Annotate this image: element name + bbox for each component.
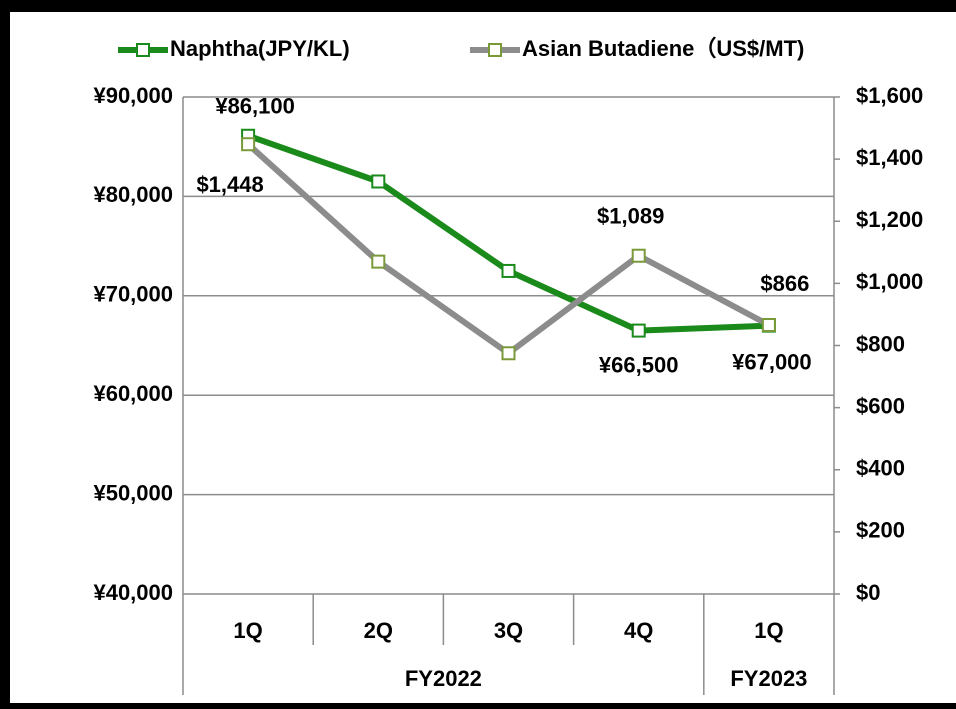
legend-marker [488,43,502,57]
point-marker [631,248,646,263]
y2-tick-label: $400 [856,456,905,481]
point-marker [501,263,516,278]
y-tick-label: ¥90,000 [93,83,173,108]
y2-tick-label: $600 [856,393,905,418]
y2-tick-label: $0 [856,580,880,605]
point-marker [761,317,776,332]
y-tick-label: ¥40,000 [93,580,173,605]
data-label: ¥86,100 [215,94,295,119]
legend-marker [136,43,150,57]
x-tick-label: 1Q [754,618,783,643]
data-label: ¥66,500 [599,352,679,377]
data-label: ¥67,000 [732,349,812,374]
point-marker [631,323,646,338]
y2-tick-label: $800 [856,331,905,356]
legend-label: Asian Butadiene（US$/MT) [522,36,804,61]
point-marker [501,346,516,361]
data-label: $1,089 [597,204,664,229]
legend-label: Naphtha(JPY/KL) [170,36,350,61]
x-group-label: FY2023 [730,666,807,691]
background [10,12,956,703]
point-marker [371,174,386,189]
point-marker [241,137,256,152]
y2-tick-label: $1,000 [856,269,923,294]
data-label: $866 [760,271,809,296]
y2-tick-label: $1,200 [856,207,923,232]
x-tick-label: 2Q [364,618,393,643]
point-marker [371,254,386,269]
x-tick-label: 1Q [233,618,262,643]
data-label: $1,448 [196,172,263,197]
y-tick-label: ¥80,000 [93,182,173,207]
y-tick-label: ¥70,000 [93,282,173,307]
x-group-label: FY2022 [405,666,482,691]
x-tick-label: 3Q [494,618,523,643]
y2-tick-label: $1,600 [856,83,923,108]
y2-tick-label: $200 [856,518,905,543]
y2-tick-label: $1,400 [856,145,923,170]
y-tick-label: ¥60,000 [93,381,173,406]
y-tick-label: ¥50,000 [93,480,173,505]
x-tick-label: 4Q [624,618,653,643]
